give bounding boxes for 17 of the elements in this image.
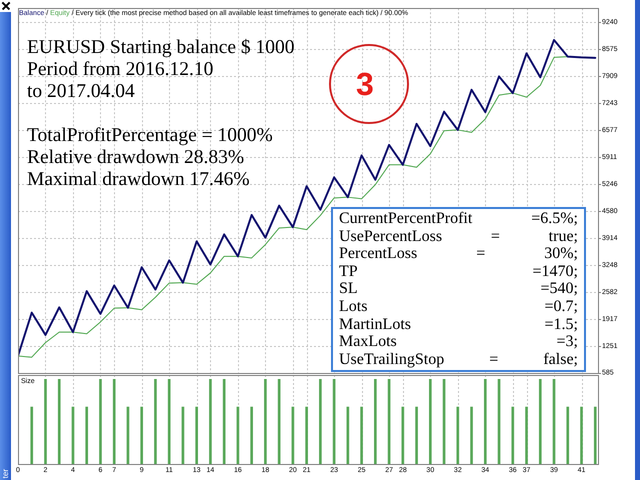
annotation: UseTrailingStop = false; xyxy=(339,350,578,368)
annotation: Lots =0.7; xyxy=(339,298,578,316)
annotation: SL =540; xyxy=(339,280,578,298)
annotation: MaxLots =3; xyxy=(339,333,578,351)
annotation: Relative drawdown 28.83% xyxy=(27,147,244,169)
annotation: 3 xyxy=(356,66,374,102)
annotation: PercentLoss = 30%; xyxy=(339,245,578,263)
annotation: Maximal drawdown 17.46% xyxy=(27,169,250,191)
annotation: to 2017.04.04 xyxy=(27,81,135,103)
annotation: EURUSD Starting balance $ 1000 xyxy=(27,37,295,59)
annotation: MartinLots =1.5; xyxy=(339,316,578,334)
annotation: CurrentPercentProfit =6.5%; xyxy=(339,210,578,228)
annotation: TotalProfitPercentage = 1000% xyxy=(27,125,273,147)
annotation: Period from 2016.12.10 xyxy=(27,59,214,81)
annotation: UsePercentLoss = true; xyxy=(339,228,578,246)
text: ter xyxy=(1,469,10,478)
annotation: TP =1470; xyxy=(339,262,578,280)
